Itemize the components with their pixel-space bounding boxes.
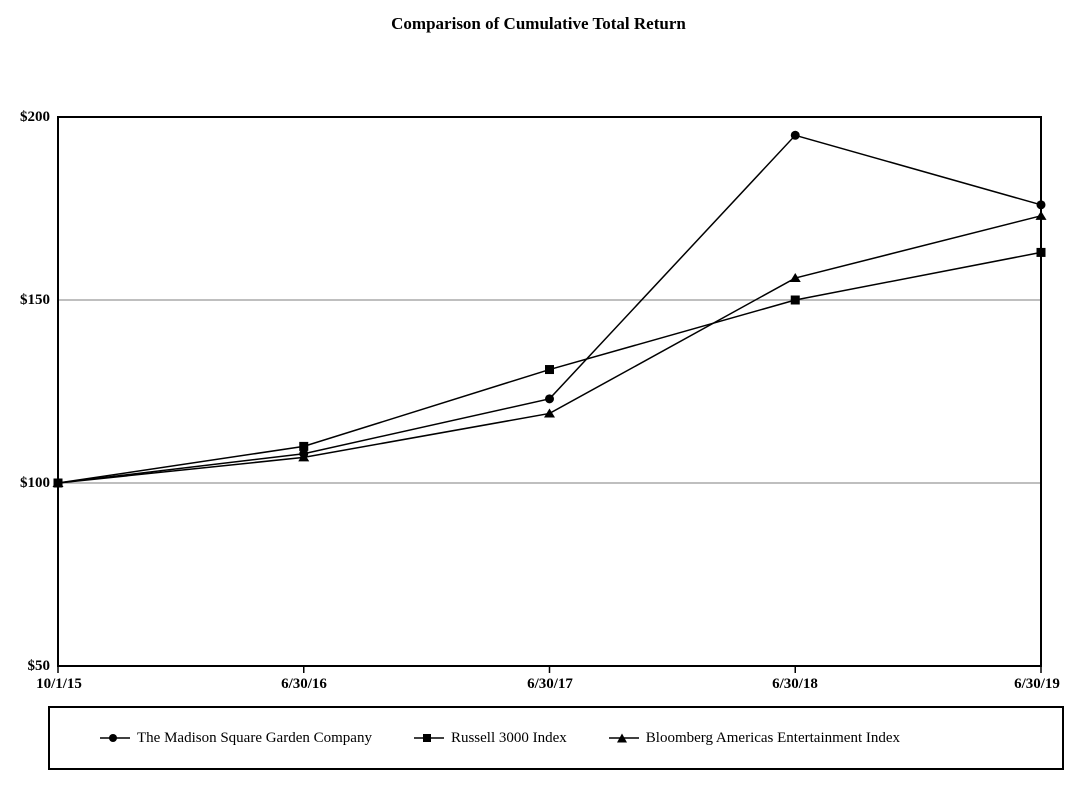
x-axis-tick-label: 6/30/18	[772, 676, 818, 692]
legend-item-russell-3000: Russell 3000 Index	[413, 729, 567, 747]
x-axis-tick-label: 6/30/19	[1014, 676, 1060, 692]
x-axis-tick-label: 6/30/16	[281, 676, 327, 692]
triangle-marker-icon	[608, 733, 639, 743]
y-axis-tick-label: $200	[20, 109, 50, 125]
plot-area	[52, 116, 1047, 673]
legend-item-bloomberg-americas-entertainment: Bloomberg Americas Entertainment Index	[608, 729, 901, 747]
circle-data-marker	[545, 394, 554, 404]
legend-label: Bloomberg Americas Entertainment Index	[645, 729, 901, 746]
y-axis-tick-label: $100	[20, 475, 50, 491]
x-axis-tick-label: 10/1/15	[36, 676, 82, 692]
circle-data-marker	[790, 130, 800, 140]
triangle-data-marker	[789, 273, 801, 283]
square-marker-icon	[413, 734, 444, 742]
triangle-data-marker	[544, 408, 555, 418]
circle-marker-icon	[100, 734, 130, 742]
triangle-data-marker	[1035, 210, 1047, 220]
square-data-marker	[790, 295, 800, 305]
y-axis-tick-label: $50	[27, 658, 51, 674]
square-data-marker	[545, 365, 554, 375]
circle-data-marker	[1036, 200, 1046, 210]
legend-label: Russell 3000 Index	[450, 729, 567, 746]
series-line-2	[57, 215, 1042, 484]
triangle-data-marker	[298, 452, 310, 462]
square-data-marker	[1036, 247, 1046, 257]
legend: The Madison Square Garden Company Russel…	[48, 706, 1064, 770]
plot-frame	[57, 116, 1042, 667]
triangle-data-marker	[52, 478, 64, 487]
legend-label: The Madison Square Garden Company	[137, 729, 372, 746]
chart-title: Comparison of Cumulative Total Return	[391, 14, 686, 33]
series-line-0	[57, 134, 1042, 484]
legend-item-madison-square-garden: The Madison Square Garden Company	[100, 730, 372, 747]
x-axis-tick-label: 6/30/17	[527, 676, 573, 692]
square-data-marker	[299, 441, 309, 451]
y-axis-tick-label: $150	[20, 292, 50, 308]
